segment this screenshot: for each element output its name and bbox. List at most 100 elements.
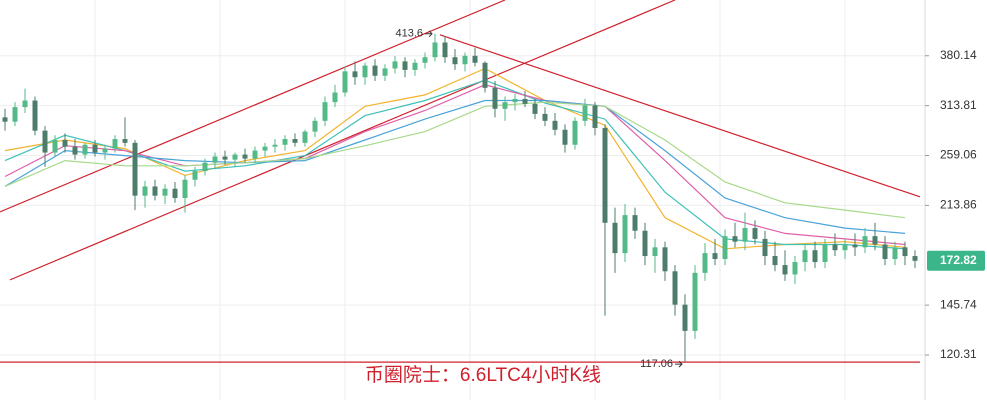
last-price-label: 172.82 <box>940 253 977 267</box>
arrow <box>425 30 433 38</box>
candle-body <box>632 215 638 231</box>
low-label: 117.06 <box>640 358 673 370</box>
candle-body <box>232 154 238 160</box>
candle-body <box>512 98 518 103</box>
candle-body <box>852 244 858 248</box>
candle-body <box>372 65 378 76</box>
moving-average <box>4 67 906 250</box>
candle-body <box>442 42 448 58</box>
candle-body <box>602 127 608 223</box>
candle-body <box>542 113 548 121</box>
candle-body <box>2 117 8 122</box>
y-tick-label: 213.86 <box>940 198 977 212</box>
candle-body <box>272 144 278 147</box>
candle-body <box>452 57 458 65</box>
candle-body <box>182 179 188 199</box>
candle-body <box>702 253 708 273</box>
candle-body <box>772 256 778 266</box>
candle-body <box>792 262 798 275</box>
candle-body <box>412 62 418 70</box>
candle-body <box>242 154 248 159</box>
y-tick-label: 380.14 <box>940 48 977 62</box>
y-tick-label: 313.81 <box>940 98 977 112</box>
candle-body <box>652 247 658 257</box>
candle-body <box>912 256 918 261</box>
candle-body <box>422 57 428 63</box>
candle-body <box>732 236 738 242</box>
high-label: 413.6 <box>395 28 423 40</box>
candle-body <box>22 100 28 108</box>
candle-body <box>902 247 908 257</box>
candle-body <box>292 139 298 143</box>
candle-body <box>32 100 38 131</box>
candle-body <box>582 105 588 121</box>
candle-body <box>662 247 668 272</box>
candle-body <box>682 304 688 331</box>
candle-body <box>892 247 898 260</box>
candle-body <box>502 102 508 109</box>
candle-body <box>642 230 648 257</box>
moving-average <box>4 99 906 234</box>
candle-body <box>112 139 118 149</box>
candle-body <box>882 244 888 260</box>
trend-line <box>439 34 921 198</box>
candle-body <box>872 236 878 245</box>
candle-body <box>622 215 628 254</box>
candle-body <box>262 146 268 151</box>
candle-body <box>132 142 138 196</box>
candle-body <box>172 188 178 199</box>
candle-body <box>482 62 488 88</box>
candle-body <box>402 61 408 70</box>
candle-body <box>282 139 288 145</box>
candle-body <box>332 92 338 103</box>
candle-body <box>312 120 318 132</box>
candle-body <box>712 253 718 260</box>
candle-body <box>382 68 388 76</box>
candle-body <box>722 236 728 260</box>
y-tick-label: 145.74 <box>940 297 977 311</box>
candle-body <box>152 186 158 196</box>
arrow <box>675 360 683 368</box>
candle-body <box>562 129 568 145</box>
candle-body <box>492 87 498 109</box>
candle-body <box>552 120 558 130</box>
caption: 币圈院士：6.6LTC4小时K线 <box>365 364 601 386</box>
candle-body <box>82 144 88 155</box>
candle-body <box>42 130 48 153</box>
candle-body <box>392 61 398 69</box>
trend-line <box>9 0 676 281</box>
candle-body <box>822 244 828 263</box>
candle-body <box>192 171 198 180</box>
candle-body <box>592 105 598 128</box>
candle-body <box>322 102 328 121</box>
candle-body <box>472 55 478 63</box>
candle-body <box>162 188 168 196</box>
candle-body <box>12 107 18 122</box>
candle-body <box>462 55 468 65</box>
plot: 380.14 313.81 259.06 213.86 145.74 120.31 413.… <box>0 0 985 370</box>
candle-body <box>842 244 848 251</box>
candle-body <box>672 271 678 305</box>
moving-average <box>4 101 906 219</box>
candle-body <box>222 156 228 160</box>
candle-body <box>762 238 768 257</box>
candle-body <box>62 139 68 147</box>
candle-body <box>742 228 748 242</box>
candle-body <box>72 146 78 155</box>
candle-body <box>812 250 818 263</box>
candle-body <box>612 222 618 254</box>
trend-line <box>0 0 506 213</box>
candle-body <box>362 65 368 78</box>
candle-body <box>522 98 528 104</box>
candle-body <box>752 228 758 239</box>
candle-body <box>832 244 838 251</box>
candle-body <box>122 139 128 143</box>
candle-body <box>532 103 538 114</box>
candle-body <box>782 265 788 275</box>
candle-body <box>102 148 108 153</box>
candle-body <box>572 120 578 145</box>
candle-body <box>432 42 438 58</box>
candle-body <box>212 156 218 163</box>
